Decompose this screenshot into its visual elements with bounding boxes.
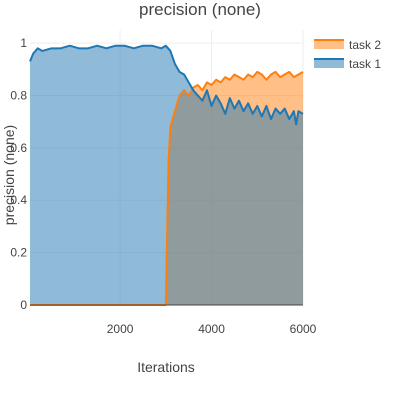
legend-item-task-2[interactable]: task 2 (314, 38, 381, 52)
y-axis-label: precision (none) (1, 125, 17, 225)
legend-swatch (314, 59, 344, 68)
y-tick-label: 0.6 (10, 141, 27, 155)
legend[interactable]: task 2 task 1 (314, 38, 381, 71)
x-axis-label: Iterations (137, 359, 195, 375)
series-layer (29, 44, 304, 306)
series-line-task-1 (29, 44, 304, 126)
y-tick-label: 0 (20, 298, 27, 312)
x-tick-label: 2000 (107, 322, 134, 336)
y-tick-label: 0.2 (10, 246, 27, 260)
x-tick-label: 4000 (198, 322, 225, 336)
tick-layer: 0 0.2 0.4 0.6 0.8 1 2000 4000 6000 (10, 36, 316, 336)
y-tick-label: 0.8 (10, 88, 27, 102)
legend-item-task-1[interactable]: task 1 (314, 57, 381, 71)
series-area-task-1 (30, 45, 303, 306)
x-tick-label: 6000 (290, 322, 317, 336)
y-tick-label: 1 (20, 36, 27, 50)
legend-swatch (314, 40, 344, 49)
legend-label: task 2 (349, 38, 381, 52)
chart-title: precision (none) (139, 0, 261, 19)
y-tick-label: 0.4 (10, 193, 27, 207)
legend-label: task 1 (349, 57, 381, 71)
